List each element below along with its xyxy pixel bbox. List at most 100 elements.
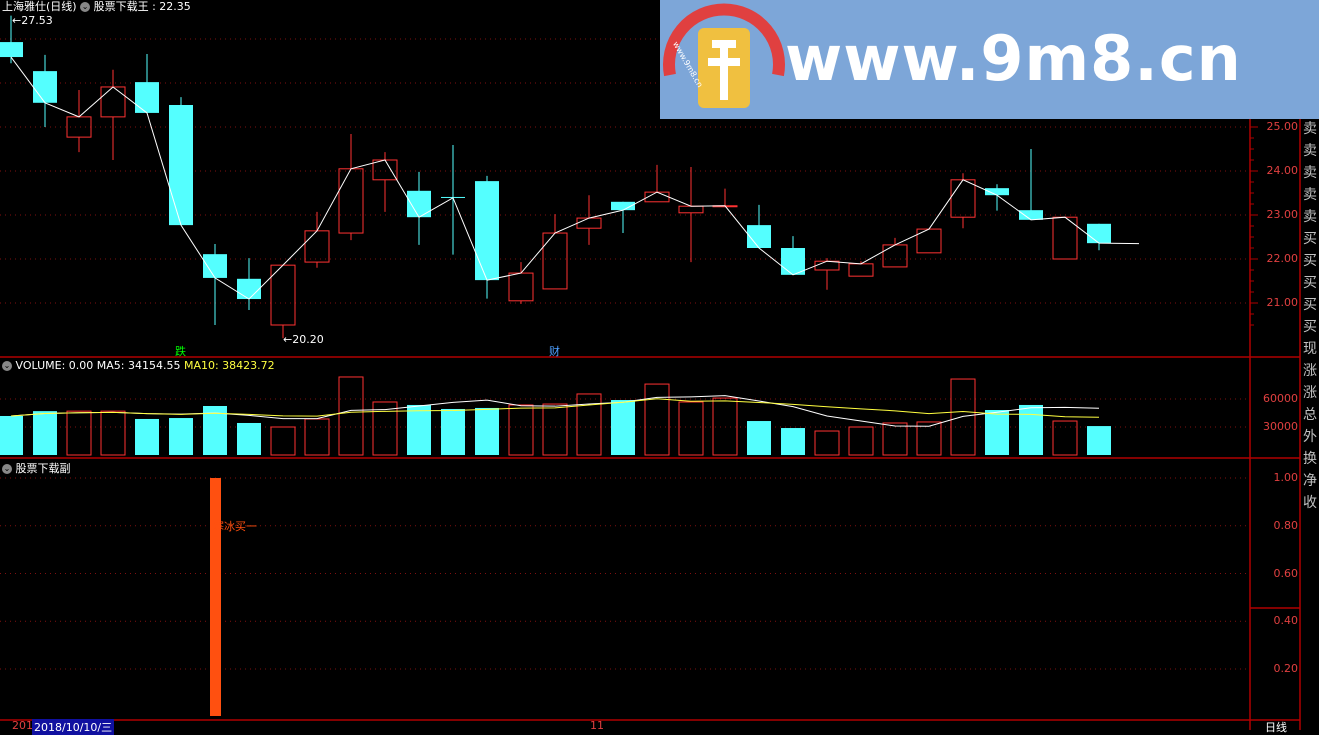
candle-up: [576, 217, 602, 229]
volume-bar-up: [270, 426, 296, 456]
sub-tick: 0.20: [1273, 662, 1299, 675]
price-tick: 25.00: [1266, 120, 1299, 133]
volume-bar-up: [678, 401, 704, 456]
candle-down: [203, 254, 227, 278]
quote-field-label: 买: [1303, 275, 1317, 291]
candle-down: [0, 42, 23, 58]
sub-indicator-legend: ⌄ 股票下载副: [2, 462, 71, 475]
signal-bar: [210, 478, 221, 716]
volume-bar-up: [712, 397, 738, 456]
quote-field-label: 卖: [1303, 121, 1317, 137]
footer-year: 201: [12, 719, 33, 732]
sub-tick: 0.80: [1273, 519, 1299, 532]
chevron-down-icon[interactable]: ⌄: [80, 2, 91, 12]
sub-tick: 0.60: [1273, 567, 1299, 580]
watermark-banner: www.9m8.cn: [660, 0, 1319, 119]
watermark-text: www.9m8.cn: [785, 22, 1242, 95]
volume-bar-down: [441, 408, 465, 455]
candle-up: [100, 86, 126, 118]
quote-field-label: 换: [1303, 451, 1317, 467]
volume-bar-up: [916, 421, 942, 456]
candle-down: [1087, 223, 1111, 244]
quote-field-label: 收: [1303, 495, 1317, 511]
volume-bar-up: [882, 422, 908, 456]
quote-field-label: 卖: [1303, 209, 1317, 225]
volume-bar-up: [508, 404, 534, 456]
candle-down: [1019, 210, 1043, 220]
low-price-label: ←20.20: [283, 333, 324, 346]
quote-field-label: 净: [1303, 473, 1317, 489]
volume-bar-down: [135, 418, 159, 455]
price-tick: 22.00: [1266, 252, 1299, 265]
candle-up: [372, 159, 398, 181]
signal-label-die: 跌: [175, 345, 186, 358]
candle-down: [475, 181, 499, 281]
candle-up: [814, 260, 840, 271]
candle-down: [237, 278, 261, 300]
quote-field-label: 涨: [1303, 363, 1317, 379]
volume-bar-down: [203, 406, 227, 455]
volume-bar-down: [985, 410, 1009, 455]
quote-field-label: 卖: [1303, 143, 1317, 159]
candle-down: [611, 201, 635, 211]
volume-bar-up: [372, 401, 398, 456]
volume-bar-up: [66, 410, 92, 456]
volume-bar-up: [950, 378, 976, 456]
quote-field-label: 总: [1303, 407, 1317, 423]
stock-name: 上海雅仕(日线): [2, 0, 77, 13]
quote-field-label: 卖: [1303, 165, 1317, 181]
volume-bar-up: [814, 430, 840, 456]
high-price-label: ←27.53: [12, 14, 53, 27]
price-tick: 23.00: [1266, 208, 1299, 221]
volume-bar-up: [644, 383, 670, 456]
candle-up: [542, 232, 568, 290]
indicator-value: 22.35: [159, 0, 191, 13]
quote-field-label: 现: [1303, 341, 1317, 357]
quote-field-label: 买: [1303, 297, 1317, 313]
candle-down: [169, 105, 193, 226]
volume-bar-down: [1019, 404, 1043, 455]
quote-field-labels: 卖卖卖卖卖买买买买买现涨涨总外换净收: [1303, 118, 1319, 514]
price-tick: 21.00: [1266, 296, 1299, 309]
volume-bar-down: [475, 407, 499, 455]
chevron-down-icon[interactable]: ⌄: [2, 464, 12, 474]
volume-bar-down: [407, 404, 431, 455]
volume-bar-up: [848, 426, 874, 456]
price-tick: 24.00: [1266, 164, 1299, 177]
candle-down: [781, 248, 805, 275]
volume-bar-up: [100, 410, 126, 456]
volume-bar-up: [338, 376, 364, 456]
chevron-down-icon[interactable]: ⌄: [2, 361, 12, 371]
volume-bar-up: [1052, 420, 1078, 456]
quote-field-label: 外: [1303, 429, 1317, 445]
volume-ma10-line: [10, 398, 1100, 418]
candle-down: [747, 225, 771, 248]
quote-field-label: 买: [1303, 231, 1317, 247]
volume-bar-up: [576, 393, 602, 456]
volume-bar-down: [611, 400, 635, 455]
candle-up: [304, 230, 330, 263]
close-price-line: [10, 56, 1140, 300]
period-button[interactable]: 日线: [1265, 721, 1287, 734]
volume-bar-up: [542, 403, 568, 456]
footer-date: 2018/10/10/三: [32, 719, 115, 735]
sub-tick: 1.00: [1273, 471, 1299, 484]
indicator-name: 股票下载王: [93, 0, 149, 13]
volume-bar-down: [1087, 426, 1111, 455]
footer-month: 11: [590, 719, 604, 732]
candle-up: [508, 272, 534, 302]
volume-legend: ⌄ VOLUME: 0.00 MA5: 34154.55 MA10: 38423…: [2, 359, 275, 372]
quote-field-label: 买: [1303, 319, 1317, 335]
candle-up: [848, 263, 874, 277]
volume-tick: 60000: [1263, 392, 1298, 405]
candle-up: [338, 168, 364, 234]
volume-bar-down: [781, 428, 805, 455]
volume-bar-down: [169, 418, 193, 455]
signal-label-cai: 财: [549, 345, 560, 358]
volume-tick: 30000: [1263, 420, 1298, 433]
volume-bar-down: [747, 421, 771, 455]
candle-up: [678, 205, 704, 214]
volume-bar-up: [304, 418, 330, 456]
candle-up: [882, 244, 908, 268]
